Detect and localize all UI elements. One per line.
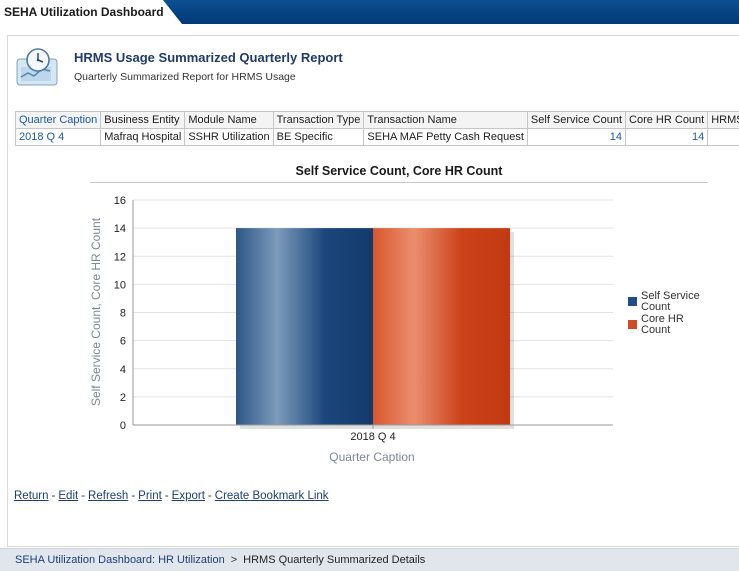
link-separator: - [208,490,212,502]
y-tick-label: 4 [120,364,126,376]
y-axis-title: Self Service Count, Core HR Count [89,217,103,406]
breadcrumb-bar: SEHA Utilization Dashboard: HR Utilizati… [0,548,739,571]
link-separator: - [52,490,56,502]
breadcrumb-separator: > [231,554,237,566]
legend-swatch [628,320,637,329]
breadcrumb-parent-link[interactable]: SEHA Utilization Dashboard: HR Utilizati… [15,554,225,566]
bar-self-service-count[interactable] [236,228,373,425]
edit-link[interactable]: Edit [58,490,78,502]
link-separator: - [81,490,85,502]
create-bookmark-link[interactable]: Create Bookmark Link [215,490,329,502]
breadcrumb-current: HRMS Quarterly Summarized Details [243,554,425,566]
breadcrumb: SEHA Utilization Dashboard: HR Utilizati… [15,554,425,566]
report-action-links: Return-Edit-Refresh-Print-Export-Create … [14,490,329,502]
y-tick-label: 0 [120,420,126,432]
link-separator: - [131,490,135,502]
y-tick-label: 8 [120,308,126,320]
y-tick-label: 6 [120,336,126,348]
x-category-label: 2018 Q 4 [350,431,395,443]
return-link[interactable]: Return [14,490,49,502]
export-link[interactable]: Export [172,490,205,502]
bar-chart: 0 2 4 6 8 10 12 14 16 2018 Q 4 Self Service Count… [0,0,739,480]
bar-core-hr-count[interactable] [373,228,510,425]
link-separator: - [165,490,169,502]
refresh-link[interactable]: Refresh [88,490,128,502]
y-tick-label: 2 [120,392,126,404]
x-axis-title: Quarter Caption [329,450,414,464]
y-tick-label: 10 [114,279,126,291]
print-link[interactable]: Print [138,490,162,502]
y-tick-label: 12 [114,251,126,263]
legend-swatch [628,297,637,306]
y-tick-label: 14 [114,223,126,235]
y-tick-label: 16 [114,195,126,207]
